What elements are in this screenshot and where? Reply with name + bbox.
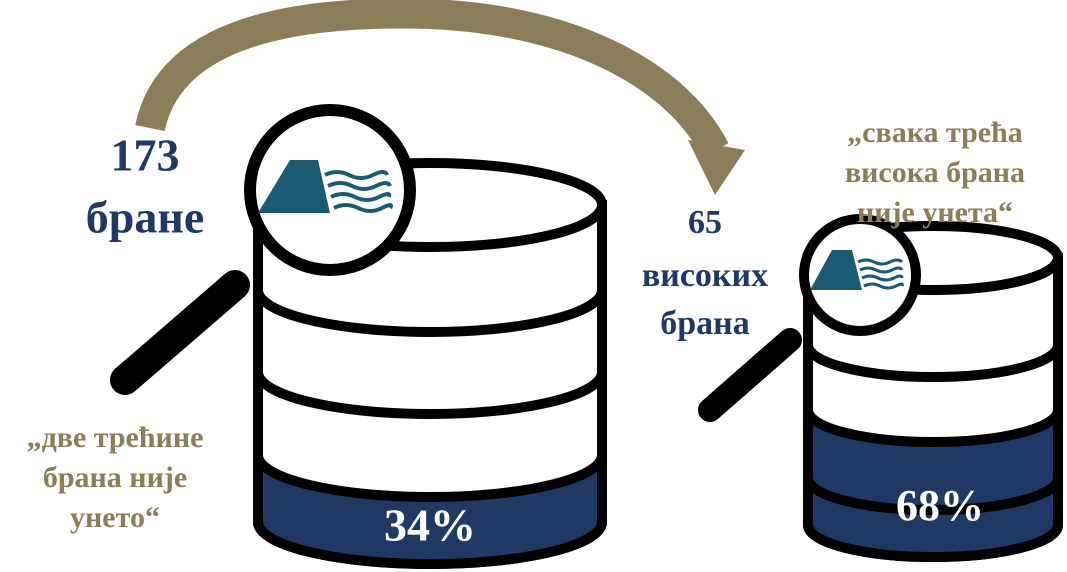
left-quote: брана није	[43, 461, 187, 494]
left-database	[253, 158, 607, 569]
left-percent: 34%	[384, 500, 476, 551]
left-label: бране	[86, 192, 205, 243]
right-label: брана	[660, 305, 750, 342]
left-magnifier	[110, 104, 416, 395]
right-quote: „свака трећа	[847, 116, 1023, 149]
left-count: 173	[111, 130, 180, 181]
right-label: високих	[642, 257, 768, 294]
left-quote: „две трећине	[27, 421, 204, 454]
right-magnifier	[698, 214, 921, 422]
right-count: 65	[688, 204, 722, 241]
arc-arrow	[135, 0, 729, 158]
right-quote: није унета“	[857, 196, 1013, 229]
left-quote: унето“	[70, 501, 160, 534]
right-quote: висока брана	[845, 156, 1025, 189]
arrow-head	[688, 140, 745, 195]
right-percent: 68%	[896, 481, 984, 530]
